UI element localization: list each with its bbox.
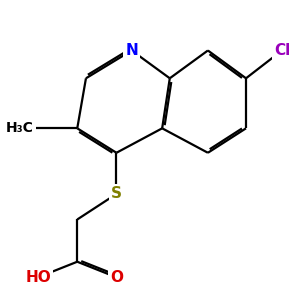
Text: S: S xyxy=(111,186,122,201)
Text: Cl: Cl xyxy=(274,43,290,58)
Text: N: N xyxy=(125,43,138,58)
Text: O: O xyxy=(110,270,123,285)
Text: H₃C: H₃C xyxy=(6,121,34,135)
Text: HO: HO xyxy=(25,270,51,285)
